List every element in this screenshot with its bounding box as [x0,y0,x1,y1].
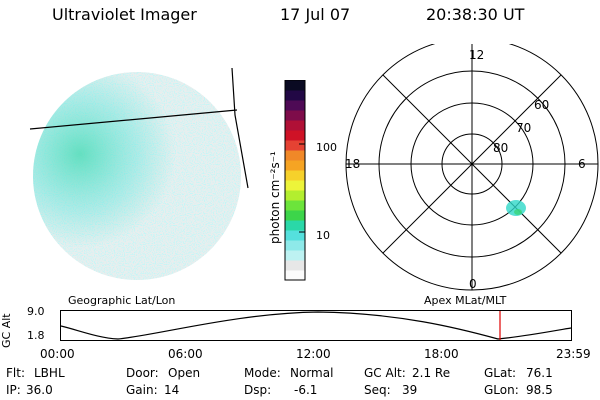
geographic-image-panel [29,67,249,280]
door-label: Door: [126,366,159,380]
colorbar-band [285,270,305,281]
colorbar-band [285,210,305,221]
colorbar-band [285,190,305,201]
polar-axis-diagonal-2 [382,74,562,254]
timeline-frame [60,310,572,341]
colorbar-band [285,230,305,241]
mlt-label-6: 6 [578,157,586,171]
glat-value: 76.1 [526,366,553,380]
colorbar-band [285,220,305,231]
seq-label: Seq: [364,383,391,397]
colorbar-band [285,90,305,101]
time-tick-2359: 23:59 [556,347,591,361]
colorbar-tick-10: 10 [316,229,330,242]
gc-alt-tick-low: 1.8 [27,329,45,342]
apex-mlat-mlt-label: Apex MLat/MLT [424,294,507,307]
time-tick-0600: 06:00 [168,347,203,361]
colorbar-band [285,180,305,191]
lat-label-70: 70 [516,121,531,135]
colorbar-tick-100: 100 [316,141,337,154]
mlt-label-12: 12 [469,48,484,62]
glat-label: GLat: [484,366,517,380]
lat-label-60: 60 [534,98,549,112]
colorbar-band [285,250,305,261]
uv-image-disk [33,72,241,280]
glon-label: GLon: [484,383,519,397]
colorbar-frame [284,80,306,281]
colorbar-band [285,170,305,181]
auroral-spot-core [514,209,522,215]
colorbar-band [285,110,305,121]
door-value: Open [168,366,201,380]
colorbar-band [285,130,305,141]
colorbar-band [285,140,305,151]
altitude-curve [60,311,572,340]
gc-alt-axis-label: GC Alt [0,313,13,348]
gain-value: 14 [164,383,180,397]
gc-alt-label: GC Alt: [364,366,406,380]
flt-value: LBHL [34,366,65,380]
lat-label-80: 80 [493,141,508,155]
time-tick-1800: 18:00 [424,347,459,361]
colorbar-band [285,200,305,211]
ip-value: 36.0 [26,383,53,397]
mlt-label-18: 18 [345,157,360,171]
mode-value: Normal [290,366,334,380]
geographic-latlon-label: Geographic Lat/Lon [68,294,176,307]
dsp-label: Dsp: [244,383,272,397]
colorbar-band [285,100,305,111]
flt-label: Flt: [6,366,25,380]
gc-alt-value: 2.1 Re [412,366,451,380]
dsp-value: -6.1 [294,383,318,397]
colorbar-band [285,240,305,251]
colorbar-band [285,260,305,271]
colorbar-band [285,160,305,171]
date-label: 17 Jul 07 [280,5,351,24]
ip-label: IP: [6,383,21,397]
seq-value: 39 [402,383,418,397]
polar-mlt-plot: 12 18 6 0 60 70 80 [345,44,599,291]
glon-value: 98.5 [526,383,553,397]
gc-alt-tick-high: 9.0 [27,305,45,318]
colorbar-band [285,120,305,131]
colorbar-band [285,80,305,91]
gain-label: Gain: [126,383,158,397]
colorbar-band [285,150,305,161]
time-tick-1200: 12:00 [296,347,331,361]
time-label: 20:38:30 UT [426,5,525,24]
altitude-timeline [60,310,572,341]
colorbar-unit-label: photon cm⁻²s⁻¹ [268,151,282,244]
longitude-line [231,67,249,189]
mlt-label-0: 0 [469,277,477,291]
latitude-line [29,109,238,130]
time-tick-0000: 00:00 [40,347,75,361]
intensity-colorbar [284,80,306,281]
instrument-title: Ultraviolet Imager [52,5,197,24]
mode-label: Mode: [244,366,281,380]
